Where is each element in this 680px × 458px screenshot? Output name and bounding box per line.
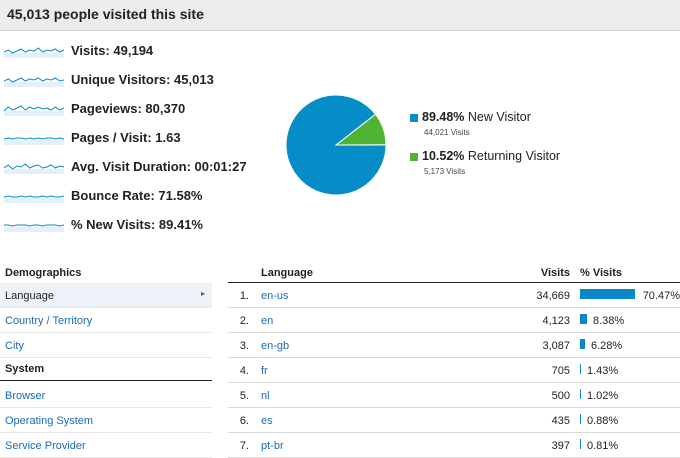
row-number: 3. bbox=[239, 340, 249, 352]
metric-row: Avg. Visit Duration: 00:01:27 bbox=[4, 156, 304, 180]
percent-bar bbox=[580, 289, 635, 299]
language-link[interactable]: nl bbox=[261, 390, 270, 402]
sparkline bbox=[4, 137, 64, 145]
nav-item-language[interactable]: Language ▸ bbox=[0, 283, 212, 308]
returning-visitor-label: Returning Visitor bbox=[467, 149, 561, 163]
new-visitor-swatch bbox=[410, 114, 418, 122]
new-visitor-visits: 44,021 Visits bbox=[424, 128, 470, 137]
nav-heading-system: System bbox=[0, 358, 212, 381]
nav-item-city[interactable]: City bbox=[0, 333, 212, 358]
percent-visits-value: 8.38% bbox=[593, 315, 625, 327]
percent-bar bbox=[580, 439, 581, 449]
metric-label: Unique Visitors: 45,013 bbox=[71, 72, 214, 87]
visits-value: 500 bbox=[551, 390, 570, 402]
sparkline bbox=[4, 224, 64, 232]
column-header-visits: Visits bbox=[540, 267, 570, 279]
table-row: 6. es 435 0.88% bbox=[228, 408, 680, 433]
column-header-percent-visits: % Visits bbox=[580, 267, 622, 279]
language-link[interactable]: fr bbox=[261, 365, 268, 377]
row-number: 4. bbox=[239, 365, 249, 377]
nav-item-service-provider[interactable]: Service Provider bbox=[0, 433, 212, 458]
metric-label: Visits: 49,194 bbox=[71, 43, 154, 58]
percent-bar bbox=[580, 364, 581, 374]
sparkline bbox=[4, 105, 64, 116]
visits-value: 705 bbox=[551, 365, 570, 377]
table-row: 4. fr 705 1.43% bbox=[228, 358, 680, 383]
table-row: 2. en 4,123 8.38% bbox=[228, 308, 680, 333]
new-visitor-percent: 89.48% bbox=[422, 110, 465, 124]
language-link[interactable]: es bbox=[261, 415, 273, 427]
table-header: Language Visits % Visits bbox=[228, 262, 680, 283]
nav-item-browser[interactable]: Browser bbox=[0, 383, 212, 408]
metric-label: % New Visits: 89.41% bbox=[71, 217, 203, 232]
metric-row: Pages / Visit: 1.63 bbox=[4, 127, 304, 151]
nav-item-country-territory[interactable]: Country / Territory bbox=[0, 308, 212, 333]
column-header-language: Language bbox=[261, 267, 313, 279]
returning-visitor-swatch bbox=[410, 153, 418, 161]
percent-bar bbox=[580, 339, 585, 349]
row-number: 6. bbox=[239, 415, 249, 427]
language-link[interactable]: en-us bbox=[261, 290, 289, 302]
percent-visits-value: 1.02% bbox=[587, 390, 619, 402]
language-link[interactable]: en bbox=[261, 315, 274, 327]
language-link[interactable]: en-gb bbox=[261, 340, 290, 352]
returning-visitor-visits: 5,173 Visits bbox=[424, 167, 466, 176]
visits-value: 34,669 bbox=[536, 290, 570, 302]
metric-row: Bounce Rate: 71.58% bbox=[4, 185, 304, 209]
sparkline bbox=[4, 195, 64, 203]
row-number: 5. bbox=[239, 390, 249, 402]
visits-value: 435 bbox=[551, 415, 570, 427]
percent-visits-value: 70.47% bbox=[642, 290, 680, 302]
sparkline bbox=[4, 163, 64, 174]
row-number: 7. bbox=[239, 440, 249, 452]
table-row: 5. nl 500 1.02% bbox=[228, 383, 680, 408]
visits-value: 397 bbox=[551, 440, 570, 452]
percent-bar bbox=[580, 389, 581, 399]
table-row: 1. en-us 34,669 70.47% bbox=[228, 283, 680, 308]
sparkline bbox=[4, 77, 64, 87]
sparkline bbox=[4, 47, 64, 58]
visits-value: 4,123 bbox=[542, 315, 570, 327]
metric-row: Visits: 49,194 bbox=[4, 40, 304, 64]
table-row: 3. en-gb 3,087 6.28% bbox=[228, 333, 680, 358]
metric-label: Bounce Rate: 71.58% bbox=[71, 188, 203, 203]
pie-slice-new-visitor[interactable] bbox=[285, 94, 387, 196]
returning-visitor-percent: 10.52% bbox=[422, 149, 465, 163]
percent-bar bbox=[580, 414, 581, 424]
language-link[interactable]: pt-br bbox=[261, 440, 284, 452]
metric-row: % New Visits: 89.41% bbox=[4, 214, 304, 238]
percent-visits-value: 0.88% bbox=[587, 415, 619, 427]
percent-bar bbox=[580, 314, 587, 324]
nav-item-operating-system[interactable]: Operating System bbox=[0, 408, 212, 433]
metric-label: Avg. Visit Duration: 00:01:27 bbox=[71, 159, 247, 174]
metric-label: Pageviews: 80,370 bbox=[71, 101, 186, 116]
row-number: 2. bbox=[239, 315, 249, 327]
chevron-right-icon: ▸ bbox=[200, 289, 205, 298]
percent-visits-value: 0.81% bbox=[587, 440, 619, 452]
metric-label: Pages / Visit: 1.63 bbox=[71, 130, 181, 145]
percent-visits-value: 6.28% bbox=[591, 340, 623, 352]
visits-value: 3,087 bbox=[542, 340, 570, 352]
table-row: 7. pt-br 397 0.81% bbox=[228, 433, 680, 458]
row-number: 1. bbox=[239, 290, 249, 302]
metric-row: Pageviews: 80,370 bbox=[4, 98, 304, 122]
metric-row: Unique Visitors: 45,013 bbox=[4, 69, 304, 93]
page-title: 45,013 people visited this site bbox=[7, 6, 204, 22]
visitor-type-pie-chart bbox=[285, 94, 387, 196]
percent-visits-value: 1.43% bbox=[587, 365, 619, 377]
summary-header: 45,013 people visited this site bbox=[0, 0, 680, 31]
nav-heading-demographics: Demographics bbox=[0, 262, 212, 285]
new-visitor-label: New Visitor bbox=[467, 110, 531, 124]
